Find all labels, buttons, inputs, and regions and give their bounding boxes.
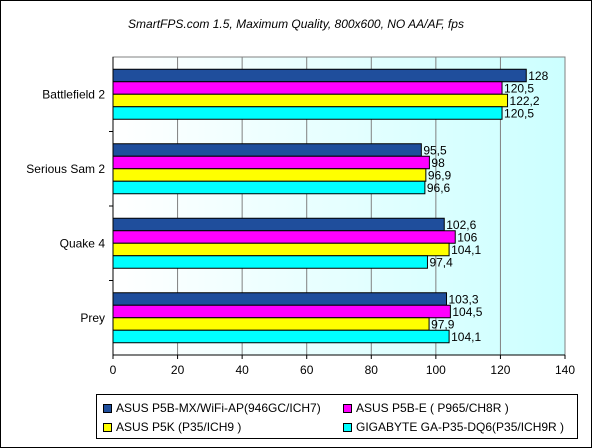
legend-label: ASUS P5K (P35/ICH9 ) <box>116 420 242 434</box>
bar <box>112 317 430 331</box>
data-label: 122,2 <box>510 94 540 108</box>
category-label: Serious Sam 2 <box>26 162 105 176</box>
data-label: 128 <box>528 69 548 83</box>
x-tick-label: 60 <box>300 363 314 377</box>
data-label: 106 <box>457 230 477 244</box>
x-tick-label: 40 <box>235 363 249 377</box>
data-label: 97,4 <box>429 255 453 269</box>
chart-title: SmartFPS.com 1.5, Maximum Quality, 800x6… <box>128 17 464 31</box>
data-label: 120,5 <box>504 81 534 95</box>
data-label: 104,1 <box>451 243 481 257</box>
legend-label: ASUS P5B-MX/WiFi-AP(946GC/ICH7) <box>116 401 321 415</box>
legend-item: ASUS P5B-MX/WiFi-AP(946GC/ICH7) <box>103 400 321 416</box>
bar <box>112 68 527 83</box>
data-label: 104,5 <box>452 305 482 319</box>
legend-swatch <box>343 422 352 432</box>
data-label: 103,3 <box>449 292 479 306</box>
axes <box>109 57 566 359</box>
category-label: Battlefield 2 <box>42 87 105 101</box>
legend-label: ASUS P5B-E ( P965/CH8R ) <box>356 401 509 415</box>
data-label: 120,5 <box>504 106 534 120</box>
bar <box>112 180 426 195</box>
data-label: 96,6 <box>427 181 451 195</box>
bar <box>112 292 448 306</box>
bar <box>112 106 503 120</box>
data-label: 102,6 <box>446 218 476 232</box>
data-label: 95,5 <box>423 143 447 157</box>
x-tick-label: 80 <box>365 363 379 377</box>
x-tick-label: 140 <box>555 363 575 377</box>
bars <box>112 68 527 344</box>
bar <box>112 304 451 319</box>
legend-item: ASUS P5K (P35/ICH9 ) <box>103 419 241 435</box>
bar <box>112 242 450 257</box>
bar <box>112 329 450 344</box>
data-label: 96,9 <box>428 168 452 182</box>
data-label: 98 <box>431 156 445 170</box>
category-label: Quake 4 <box>60 236 106 250</box>
data-label: 97,9 <box>431 317 455 331</box>
legend-label: GIGABYTE GA-P35-DQ6(P35/ICH9R ) <box>356 420 565 434</box>
x-tick-label: 20 <box>171 363 185 377</box>
x-tick-label: 100 <box>426 363 446 377</box>
bar <box>112 143 422 157</box>
legend-item: GIGABYTE GA-P35-DQ6(P35/ICH9R ) <box>343 419 564 435</box>
bar <box>112 168 427 182</box>
legend-swatch <box>103 422 112 432</box>
bar <box>112 155 430 170</box>
legend: ASUS P5B-MX/WiFi-AP(946GC/ICH7) ASUS P5B-… <box>96 394 578 439</box>
category-label: Prey <box>80 311 105 325</box>
bar <box>112 81 503 95</box>
x-tick-label: 0 <box>110 363 117 377</box>
legend-swatch <box>343 403 352 413</box>
x-tick-label: 120 <box>490 363 510 377</box>
legend-item: ASUS P5B-E ( P965/CH8R ) <box>343 400 509 416</box>
data-label: 104,1 <box>451 330 481 344</box>
bar <box>112 230 456 244</box>
bar <box>112 217 445 232</box>
bar <box>112 93 509 108</box>
legend-swatch <box>103 403 112 413</box>
bar <box>112 255 428 269</box>
